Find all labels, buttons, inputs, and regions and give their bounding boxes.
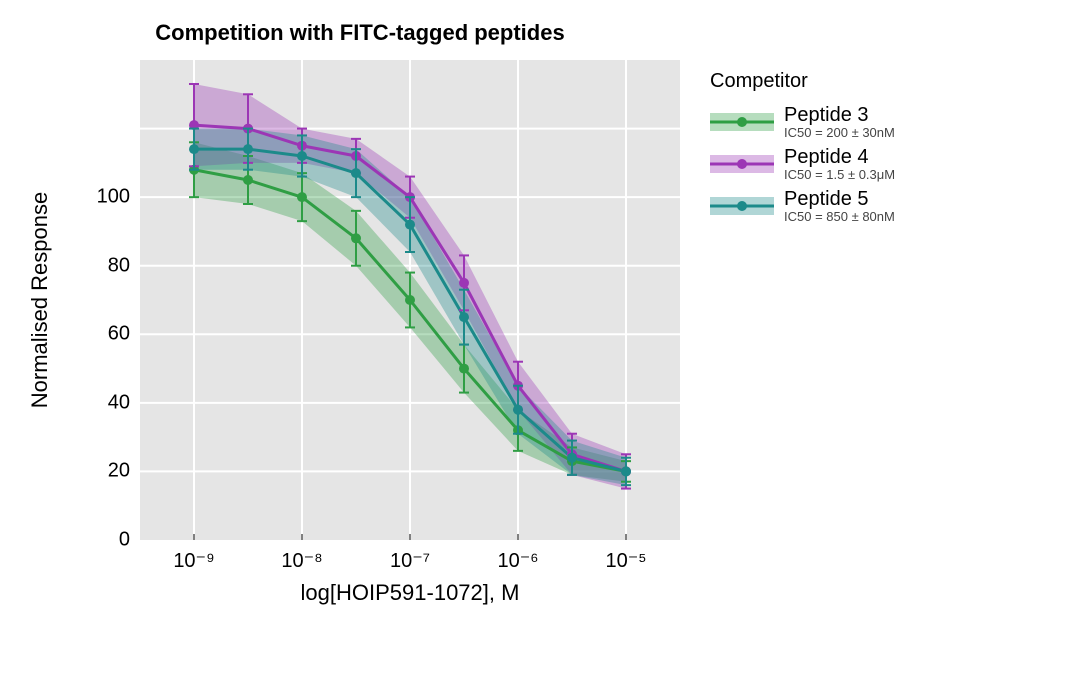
xtick-2: 10⁻⁷ <box>390 548 430 573</box>
legend-series-ic50: IC50 = 1.5 ± 0.3μM <box>784 168 895 182</box>
legend-item-2: Peptide 5IC50 = 850 ± 80nM <box>710 189 895 223</box>
xtick-3: 10⁻⁶ <box>497 548 538 573</box>
legend-item-0: Peptide 3IC50 = 200 ± 30nM <box>710 105 895 139</box>
y-axis-label: Normalised Response <box>27 192 53 408</box>
legend-swatch-icon <box>710 149 774 179</box>
legend-series-ic50: IC50 = 850 ± 80nM <box>784 210 895 224</box>
plot-area <box>140 60 680 540</box>
ytick-80: 80 <box>0 255 130 278</box>
plot-svg <box>140 60 680 540</box>
xtick-1: 10⁻⁸ <box>281 548 322 573</box>
legend: Competitor Peptide 3IC50 = 200 ± 30nMPep… <box>710 70 895 231</box>
chart-container: Competition with FITC-tagged peptides 0 … <box>0 0 1080 678</box>
ytick-40: 40 <box>0 392 130 415</box>
legend-swatch-icon <box>710 107 774 137</box>
xtick-4: 10⁻⁵ <box>605 548 646 573</box>
legend-series-name: Peptide 3 <box>784 104 895 126</box>
legend-title: Competitor <box>710 70 895 93</box>
legend-series-ic50: IC50 = 200 ± 30nM <box>784 126 895 140</box>
ytick-20: 20 <box>0 460 130 483</box>
legend-swatch-icon <box>710 191 774 221</box>
legend-series-name: Peptide 4 <box>784 146 895 168</box>
legend-series-name: Peptide 5 <box>784 188 895 210</box>
ytick-60: 60 <box>0 323 130 346</box>
ytick-100: 100 <box>0 186 130 209</box>
xtick-0: 10⁻⁹ <box>173 548 214 573</box>
x-axis-label: log[HOIP591-1072], M <box>140 580 680 606</box>
legend-item-1: Peptide 4IC50 = 1.5 ± 0.3μM <box>710 147 895 181</box>
chart-title: Competition with FITC-tagged peptides <box>0 20 720 46</box>
ytick-0: 0 <box>0 529 130 552</box>
